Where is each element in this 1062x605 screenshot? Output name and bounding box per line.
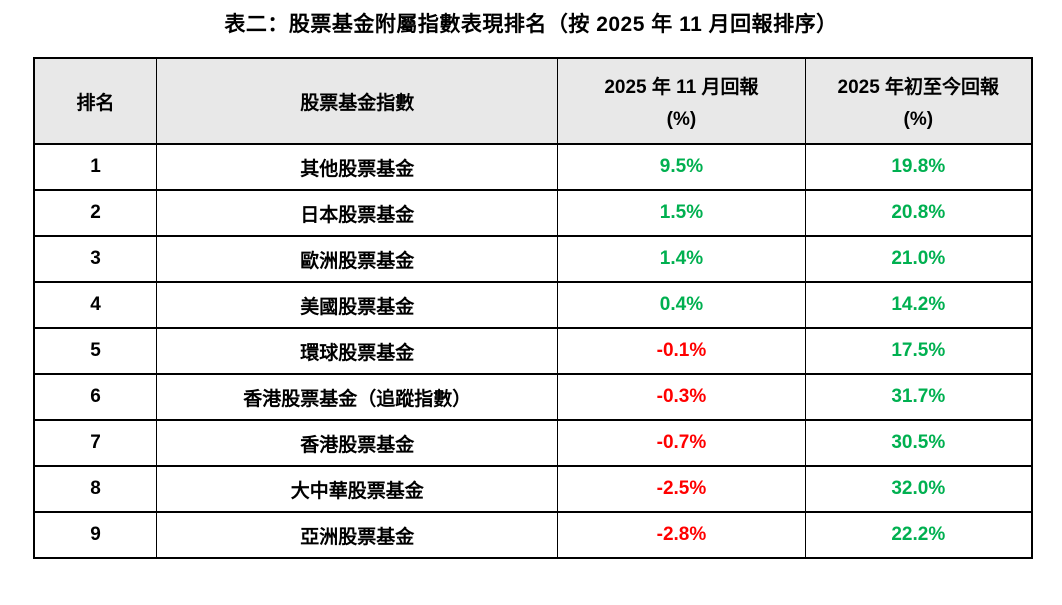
- ytd-return-cell: 32.0%: [804, 465, 1033, 513]
- fund-index-cell: 香港股票基金: [156, 419, 559, 467]
- ytd-return-cell: 21.0%: [804, 235, 1033, 283]
- rank-cell: 7: [33, 419, 158, 467]
- table-title: 表二：股票基金附屬指數表現排名（按 2025 年 11 月回報排序）: [224, 13, 838, 36]
- table-row: 2 日本股票基金 1.5% 20.8%: [33, 189, 1033, 237]
- header-ytd-return-line2: (%): [903, 108, 934, 130]
- rank-cell: 6: [33, 373, 158, 421]
- fund-index-cell: 環球股票基金: [156, 327, 559, 375]
- header-ytd-return-line1: 2025 年初至今回報: [837, 76, 1000, 98]
- header-ytd-return: 2025 年初至今回報 (%): [804, 57, 1033, 145]
- fund-index-cell: 日本股票基金: [156, 189, 559, 237]
- fund-index-cell: 香港股票基金（追蹤指數）: [156, 373, 559, 421]
- nov-return-cell: 9.5%: [557, 143, 806, 191]
- ytd-return-cell: 31.7%: [804, 373, 1033, 421]
- table-row: 7 香港股票基金 -0.7% 30.5%: [33, 419, 1033, 467]
- ytd-return-cell: 14.2%: [804, 281, 1033, 329]
- fund-index-cell: 大中華股票基金: [156, 465, 559, 513]
- nov-return-cell: 1.5%: [557, 189, 806, 237]
- rank-cell: 5: [33, 327, 158, 375]
- ytd-return-cell: 17.5%: [804, 327, 1033, 375]
- fund-index-cell: 其他股票基金: [156, 143, 559, 191]
- header-nov-return-line1: 2025 年 11 月回報: [604, 76, 759, 98]
- table-row: 1 其他股票基金 9.5% 19.8%: [33, 143, 1033, 191]
- ytd-return-cell: 30.5%: [804, 419, 1033, 467]
- rank-cell: 1: [33, 143, 158, 191]
- table-row: 6 香港股票基金（追蹤指數） -0.3% 31.7%: [33, 373, 1033, 421]
- fund-index-ranking-table: 排名 股票基金指數 2025 年 11 月回報 (%) 2025 年初至今回報 …: [33, 57, 1033, 559]
- nov-return-cell: -2.5%: [557, 465, 806, 513]
- nov-return-cell: -0.7%: [557, 419, 806, 467]
- rank-cell: 2: [33, 189, 158, 237]
- fund-index-cell: 歐洲股票基金: [156, 235, 559, 283]
- rank-cell: 4: [33, 281, 158, 329]
- rank-cell: 8: [33, 465, 158, 513]
- fund-index-cell: 美國股票基金: [156, 281, 559, 329]
- header-rank: 排名: [33, 57, 158, 145]
- table-row: 9 亞洲股票基金 -2.8% 22.2%: [33, 511, 1033, 559]
- header-nov-return: 2025 年 11 月回報 (%): [557, 57, 806, 145]
- nov-return-cell: 1.4%: [557, 235, 806, 283]
- rank-cell: 9: [33, 511, 158, 559]
- nov-return-cell: 0.4%: [557, 281, 806, 329]
- header-row: 排名 股票基金指數 2025 年 11 月回報 (%) 2025 年初至今回報 …: [33, 57, 1033, 145]
- header-fund-index: 股票基金指數: [156, 57, 559, 145]
- fund-index-cell: 亞洲股票基金: [156, 511, 559, 559]
- nov-return-cell: -0.3%: [557, 373, 806, 421]
- ytd-return-cell: 20.8%: [804, 189, 1033, 237]
- nov-return-cell: -2.8%: [557, 511, 806, 559]
- nov-return-cell: -0.1%: [557, 327, 806, 375]
- ytd-return-cell: 22.2%: [804, 511, 1033, 559]
- table-row: 4 美國股票基金 0.4% 14.2%: [33, 281, 1033, 329]
- header-nov-return-line2: (%): [666, 108, 697, 130]
- table-row: 8 大中華股票基金 -2.5% 32.0%: [33, 465, 1033, 513]
- table-row: 5 環球股票基金 -0.1% 17.5%: [33, 327, 1033, 375]
- table-body: 1 其他股票基金 9.5% 19.8% 2 日本股票基金 1.5% 20.8% …: [33, 143, 1033, 559]
- ytd-return-cell: 19.8%: [804, 143, 1033, 191]
- table-row: 3 歐洲股票基金 1.4% 21.0%: [33, 235, 1033, 283]
- table-header: 排名 股票基金指數 2025 年 11 月回報 (%) 2025 年初至今回報 …: [33, 57, 1033, 145]
- rank-cell: 3: [33, 235, 158, 283]
